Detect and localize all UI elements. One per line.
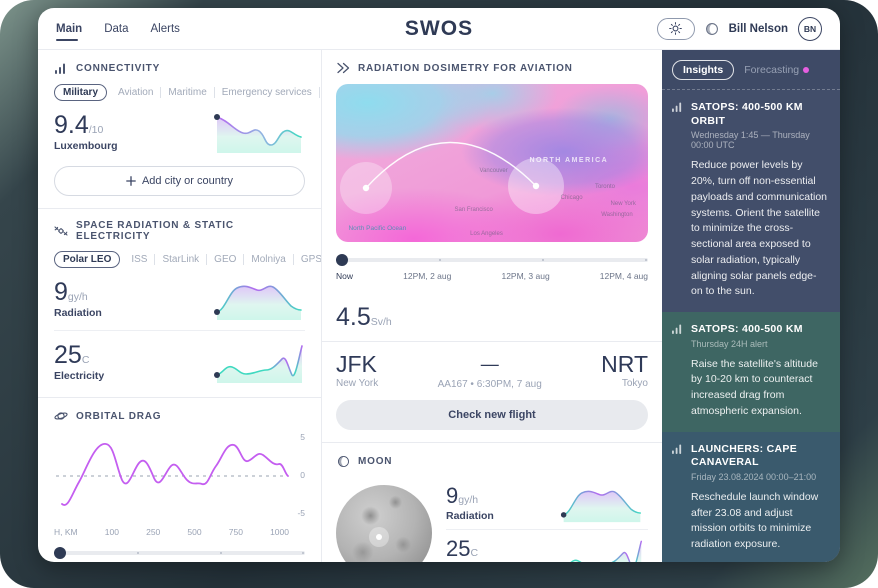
middle-column: RADIATION DOSIMETRY FOR AVIATION North P… — [322, 50, 662, 562]
forecasting-dot — [803, 67, 810, 73]
map-city-label: Los Angeles — [470, 230, 503, 237]
tab-main[interactable]: Main — [56, 19, 82, 41]
insight-card-satops-orbit[interactable]: SATOPS: 400-500 KM ORBIT Wednesday 1:45 … — [662, 90, 840, 313]
drag-timeline-slider[interactable] — [54, 547, 305, 559]
chip-geo[interactable]: GEO — [206, 254, 243, 265]
map-ocean-label: North Pacific Ocean — [348, 224, 407, 232]
insights-panel: Insights Forecasting SATOPS: 400-500 KM … — [662, 50, 840, 562]
moon-radiation-row: 9gy/h Radiation — [446, 477, 648, 529]
connectivity-section: CONNECTIVITY Military Aviation Maritime … — [38, 50, 321, 209]
moon-section: MOON 9gy/h Radiation — [322, 442, 662, 562]
map-city-label: New York — [610, 200, 636, 207]
tab-alerts[interactable]: Alerts — [150, 22, 180, 35]
connectivity-title: CONNECTIVITY — [76, 62, 161, 74]
radiation-sparkline — [214, 285, 302, 320]
flight-destination: NRT Tokyo — [601, 351, 648, 390]
space-radiation-title: SPACE RADIATION & STATIC ELECTRICITY — [76, 220, 234, 242]
insight-cards: SATOPS: 400-500 KM ORBIT Wednesday 1:45 … — [662, 90, 840, 562]
plus-icon — [126, 176, 136, 186]
radiation-row: 9gy/h Radiation — [54, 276, 305, 322]
flight-info: — AA167 • 6:30PM, 7 aug — [437, 354, 542, 390]
chip-starlink[interactable]: StarLink — [154, 254, 206, 265]
moon-image — [336, 485, 432, 562]
radiation-filter-chips: Polar LEO ISS StarLink GEO Molniya GPS — [54, 251, 321, 268]
chip-polar-leo[interactable]: Polar LEO — [54, 251, 121, 268]
satellite-icon — [54, 224, 68, 238]
dark-mode-toggle[interactable] — [705, 22, 719, 36]
top-right-controls: Bill Nelson BN — [656, 16, 822, 41]
check-new-flight-button[interactable]: Check new flight — [336, 400, 648, 430]
radiation-map[interactable]: North Pacific Ocean NORTH AMERICA Vancou… — [336, 84, 648, 242]
chip-molniya[interactable]: Molniya — [243, 254, 292, 265]
light-mode-toggle[interactable] — [656, 17, 695, 40]
electricity-sparkline — [214, 345, 303, 383]
connectivity-location: Luxembourg — [54, 140, 118, 153]
drag-y-tick: -5 — [297, 508, 305, 518]
sun-icon — [669, 22, 682, 35]
left-column: CONNECTIVITY Military Aviation Maritime … — [38, 50, 322, 562]
tab-insights[interactable]: Insights — [672, 60, 735, 80]
connectivity-sparkline — [214, 114, 302, 153]
orbital-drag-title: ORBITAL DRAG — [76, 410, 162, 422]
chip-iss[interactable]: ISS — [131, 254, 148, 265]
slider-knob[interactable] — [336, 254, 348, 266]
map-city-label: Chicago — [560, 194, 583, 201]
drag-x-axis: H, KM 100 250 500 750 1000 — [54, 527, 289, 537]
orbital-drag-section: ORBITAL DRAG 5 0 -5 — [38, 398, 321, 562]
connectivity-filter-chips: Military Aviation Maritime Emergency ser… — [54, 84, 320, 101]
user-avatar[interactable]: BN — [798, 16, 822, 41]
aviation-timeline-labels: Now 12PM, 2 aug 12PM, 3 aug 12PM, 4 aug — [336, 271, 648, 281]
map-region-label: NORTH AMERICA — [529, 156, 609, 164]
app-window: Main Data Alerts SWOS Bill Nelson BN — [38, 8, 840, 562]
user-name[interactable]: Bill Nelson — [728, 22, 788, 35]
app-title: SWOS — [404, 16, 474, 40]
flight-row: JFK New York — AA167 • 6:30PM, 7 aug NRT… — [322, 342, 662, 390]
connectivity-score: 9.4/10 — [54, 110, 104, 139]
aviation-timeline-slider[interactable] — [336, 254, 648, 266]
map-city-label: Toronto — [594, 183, 615, 190]
aviation-section: RADIATION DOSIMETRY FOR AVIATION North P… — [322, 50, 662, 293]
moon-electricity-sparkline — [570, 540, 642, 562]
insights-tabs: Insights Forecasting — [662, 50, 840, 90]
dose-value: 4.5Sv/h — [322, 293, 662, 342]
moon-icon — [336, 454, 350, 468]
tab-data[interactable]: Data — [104, 22, 129, 35]
electricity-row: 25C Electricity — [54, 339, 305, 385]
drag-y-tick: 0 — [300, 470, 305, 480]
slider-knob[interactable] — [54, 547, 66, 559]
chip-military[interactable]: Military — [54, 84, 108, 101]
orbital-drag-chart: 5 0 -5 — [54, 432, 305, 525]
tab-forecasting[interactable]: Forecasting — [744, 64, 810, 76]
chip-emergency-services[interactable]: Emergency services — [213, 87, 319, 98]
orbit-icon — [54, 409, 68, 423]
top-bar: Main Data Alerts SWOS Bill Nelson BN — [38, 8, 840, 50]
map-city-label: San Francisco — [454, 207, 493, 214]
signal-bars-icon — [54, 61, 68, 75]
moon-pin — [368, 527, 389, 548]
moon-radiation-sparkline — [560, 490, 642, 523]
aviation-title: RADIATION DOSIMETRY FOR AVIATION — [358, 62, 573, 74]
flight-origin: JFK New York — [336, 351, 379, 390]
top-nav: Main Data Alerts — [56, 19, 180, 41]
drag-y-tick: 5 — [300, 432, 305, 442]
chip-satellites[interactable]: Satellites — [318, 87, 321, 98]
insight-card-launchers[interactable]: LAUNCHERS: CAPE CANAVERAL Friday 23.08.2… — [662, 431, 840, 562]
chip-gps[interactable]: GPS — [292, 254, 321, 265]
signal-bars-icon — [672, 101, 685, 300]
signal-bars-icon — [672, 323, 685, 420]
add-city-button[interactable]: Add city or country — [54, 166, 305, 196]
map-city-label: Vancouver — [479, 167, 508, 174]
moon-electricity-row: 25C Electricity — [446, 529, 648, 562]
map-city-label: Washington — [601, 211, 633, 218]
signal-bars-icon — [672, 443, 685, 553]
chip-aviation[interactable]: Aviation — [118, 87, 154, 98]
chip-maritime[interactable]: Maritime — [160, 87, 213, 98]
double-chevron-icon — [336, 61, 350, 75]
insight-card-satops[interactable]: SATOPS: 400-500 KM Thursday 24H alert Ra… — [662, 312, 840, 432]
space-radiation-section: SPACE RADIATION & STATIC ELECTRICITY Pol… — [38, 209, 321, 398]
moon-title: MOON — [358, 455, 393, 467]
